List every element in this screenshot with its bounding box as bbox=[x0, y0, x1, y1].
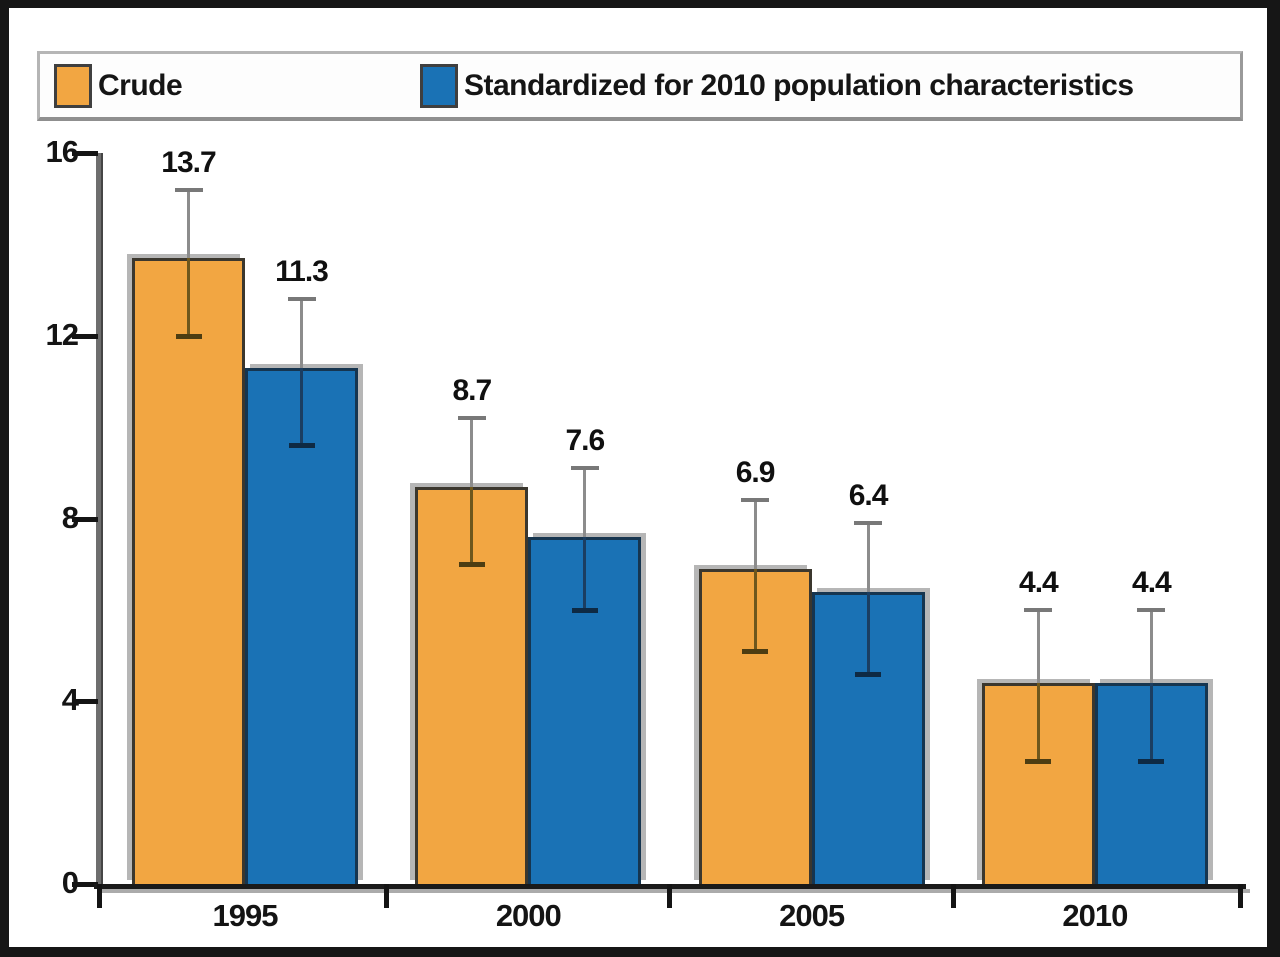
bar-value-label: 4.4 bbox=[1019, 565, 1059, 599]
error-bar-lower bbox=[1036, 682, 1040, 761]
error-bar-top-cap bbox=[1024, 607, 1053, 612]
error-bar-top-cap bbox=[457, 415, 486, 420]
error-bar-bottom-cap bbox=[175, 333, 202, 339]
y-axis-tick-label: 0 bbox=[61, 865, 79, 900]
error-bar-top-cap bbox=[570, 466, 599, 471]
x-axis-category-label: 2000 bbox=[495, 898, 562, 933]
crude-color-swatch bbox=[54, 63, 92, 108]
y-axis-tick bbox=[72, 516, 98, 522]
error-bar-top-cap bbox=[854, 521, 883, 526]
bar-value-label: 4.4 bbox=[1132, 565, 1172, 599]
y-axis-tick-label: 16 bbox=[45, 134, 79, 169]
y-axis-tick-label: 8 bbox=[61, 499, 79, 535]
x-axis-category-label: 2010 bbox=[1062, 898, 1128, 933]
x-axis-tick bbox=[384, 884, 390, 908]
error-bar-lower bbox=[300, 367, 303, 446]
error-bar-upper bbox=[866, 523, 870, 592]
x-axis-shadow bbox=[100, 889, 1250, 893]
y-axis-tick bbox=[72, 333, 98, 339]
error-bar-upper bbox=[583, 468, 587, 537]
x-axis-category-label: 1995 bbox=[212, 898, 279, 933]
error-bar-top-cap bbox=[287, 297, 316, 302]
error-bar-lower bbox=[1149, 682, 1153, 761]
bar-value-label: 13.7 bbox=[161, 145, 216, 179]
error-bar-bottom-cap bbox=[1138, 758, 1165, 764]
legend-label-standardized: Standardized for 2010 population charact… bbox=[464, 68, 1134, 102]
error-bar-upper bbox=[753, 500, 757, 569]
bar-value-label: 6.4 bbox=[848, 479, 889, 513]
legend-item-crude: Crude bbox=[54, 54, 183, 117]
legend-box: Crude Standardized for 2010 population c… bbox=[37, 51, 1243, 121]
legend-label-crude: Crude bbox=[98, 68, 183, 102]
bar-value-label: 8.7 bbox=[452, 373, 492, 407]
error-bar-bottom-cap bbox=[458, 562, 485, 568]
error-bar-top-cap bbox=[741, 498, 770, 503]
bar-crude-2005 bbox=[698, 568, 812, 884]
x-axis-category-label: 2005 bbox=[779, 898, 845, 933]
x-axis-tick bbox=[667, 884, 673, 908]
bar-value-label: 11.3 bbox=[275, 255, 329, 289]
x-axis-tick bbox=[1237, 884, 1243, 908]
legend-item-standardized: Standardized for 2010 population charact… bbox=[420, 54, 1134, 117]
y-axis-tick bbox=[72, 699, 98, 705]
error-bar-lower bbox=[583, 536, 587, 610]
bar-crude-1995 bbox=[132, 258, 245, 884]
error-bar-lower bbox=[866, 591, 870, 674]
x-axis-tick bbox=[950, 884, 956, 908]
error-bar-bottom-cap bbox=[288, 443, 315, 449]
bar-standardized-1995 bbox=[245, 367, 358, 884]
x-axis-tick bbox=[97, 884, 102, 908]
error-bar-top-cap bbox=[174, 187, 203, 192]
error-bar-bottom-cap bbox=[1025, 758, 1052, 764]
y-axis-tick bbox=[72, 882, 98, 887]
error-bar-bottom-cap bbox=[855, 671, 882, 677]
error-bar-upper bbox=[470, 417, 474, 487]
y-axis-tick bbox=[72, 151, 98, 156]
y-axis-tick-label: 4 bbox=[61, 682, 79, 718]
error-bar-top-cap bbox=[1137, 607, 1166, 612]
y-axis bbox=[96, 153, 103, 889]
bar-value-label: 6.9 bbox=[735, 456, 776, 490]
error-bar-upper bbox=[1149, 609, 1153, 683]
error-bar-lower bbox=[753, 568, 757, 651]
error-bar-bottom-cap bbox=[742, 648, 769, 654]
error-bar-upper bbox=[1036, 609, 1040, 683]
error-bar-upper bbox=[300, 299, 303, 368]
error-bar-bottom-cap bbox=[571, 607, 598, 613]
bar-value-label: 7.6 bbox=[565, 424, 605, 458]
error-bar-lower bbox=[187, 258, 190, 336]
error-bar-upper bbox=[187, 189, 190, 259]
y-axis-tick-label: 12 bbox=[45, 316, 79, 352]
standardized-color-swatch bbox=[420, 63, 458, 108]
error-bar-lower bbox=[470, 486, 474, 565]
